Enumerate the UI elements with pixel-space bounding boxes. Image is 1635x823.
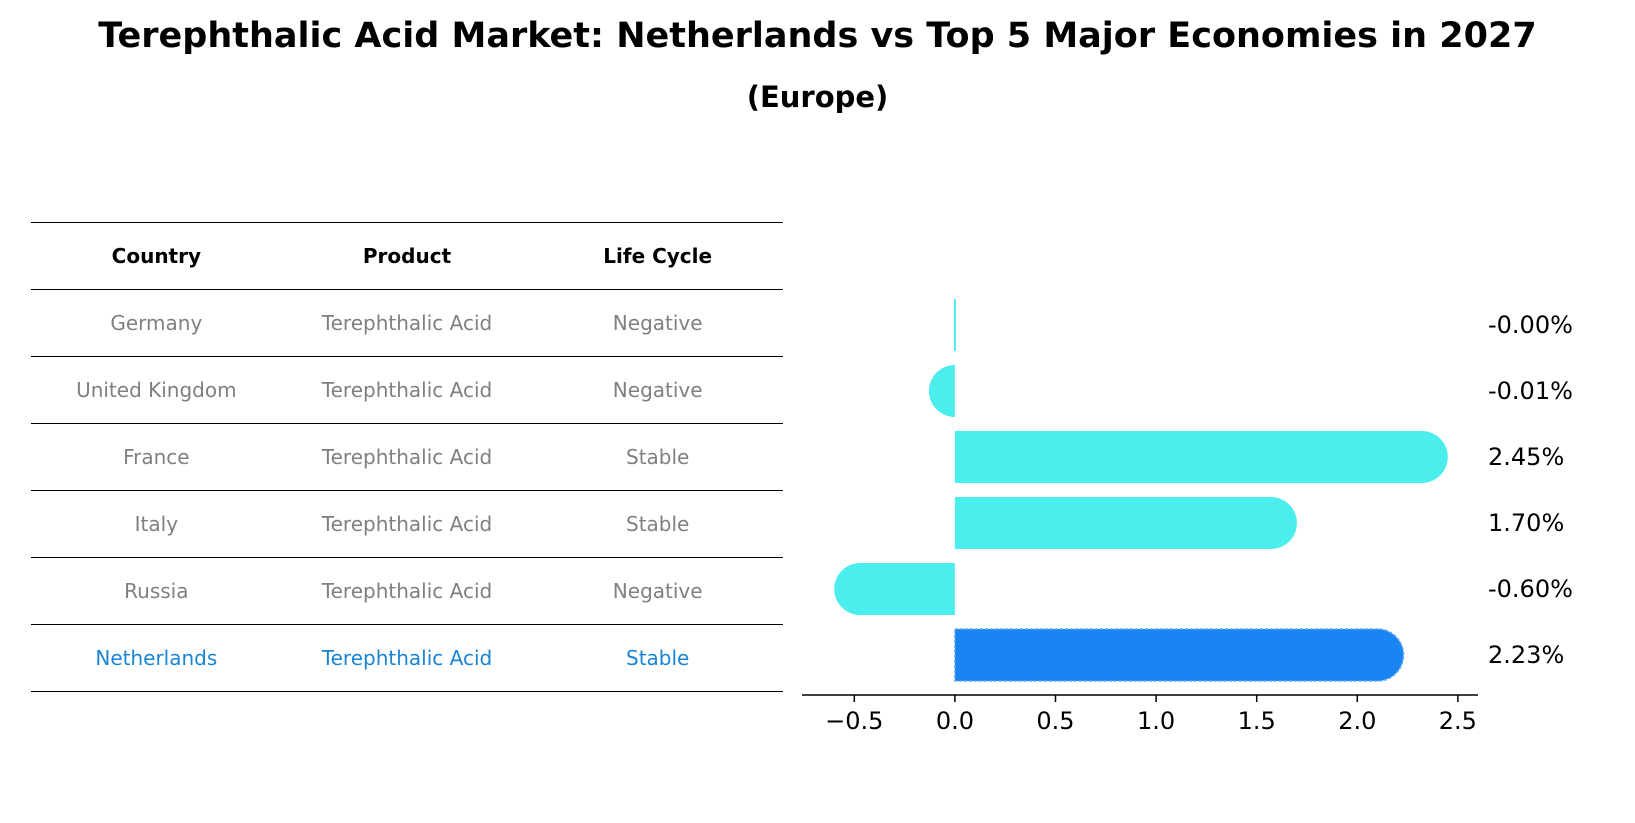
data-label: -0.00%	[1488, 311, 1573, 339]
header-product: Product	[362, 244, 452, 268]
cell-product: Terephthalic Acid	[321, 646, 493, 670]
table-row: Germany Terephthalic Acid Negative	[31, 289, 783, 356]
cell-life-cycle: Negative	[612, 579, 703, 603]
table-row: France Terephthalic Acid Stable	[31, 423, 783, 490]
data-label: 2.45%	[1488, 443, 1564, 471]
x-tick-label: 2.5	[1439, 707, 1477, 735]
bar-germany	[953, 299, 956, 351]
cell-life-cycle: Stable	[626, 445, 690, 469]
chart-title: Terephthalic Acid Market: Netherlands vs…	[98, 16, 1537, 56]
data-table: Country Product Life Cycle Germany Terep…	[31, 222, 783, 692]
cell-product: Terephthalic Acid	[321, 512, 493, 536]
table-header-row: Country Product Life Cycle	[31, 222, 783, 289]
cell-product: Terephthalic Acid	[321, 579, 493, 603]
chart-subtitle: (Europe)	[746, 80, 889, 114]
header-life-cycle: Life Cycle	[603, 244, 713, 268]
bar-netherlands	[954, 628, 1405, 682]
cell-country: Russia	[124, 579, 189, 603]
x-tick-label: 0.5	[1036, 707, 1074, 735]
table-row: Russia Terephthalic Acid Negative	[31, 557, 783, 624]
cell-product: Terephthalic Acid	[321, 378, 493, 402]
cell-country: Germany	[110, 311, 203, 335]
cell-life-cycle: Stable	[626, 646, 690, 670]
table-row: Italy Terephthalic Acid Stable	[31, 490, 783, 557]
bar-italy	[954, 497, 1297, 549]
data-label: -0.01%	[1488, 377, 1573, 405]
table-row-highlighted: Netherlands Terephthalic Acid Stable	[31, 624, 783, 692]
cell-country: United Kingdom	[76, 378, 237, 402]
cell-product: Terephthalic Acid	[321, 445, 493, 469]
data-label: 1.70%	[1488, 509, 1564, 537]
cell-country: France	[123, 445, 190, 469]
data-label: 2.23%	[1488, 641, 1564, 669]
bar-russia	[834, 563, 955, 615]
bar-united-kingdom	[928, 365, 955, 417]
cell-product: Terephthalic Acid	[321, 311, 493, 335]
cell-life-cycle: Stable	[626, 512, 690, 536]
header-country: Country	[111, 244, 202, 268]
x-tick-label: 1.0	[1137, 707, 1175, 735]
x-tick-label: −0.5	[825, 707, 883, 735]
cell-country: Netherlands	[95, 646, 218, 670]
x-tick-label: 1.5	[1238, 707, 1276, 735]
cell-life-cycle: Negative	[612, 311, 703, 335]
x-tick-label: 2.0	[1338, 707, 1376, 735]
cell-country: Italy	[134, 512, 179, 536]
data-label: -0.60%	[1488, 575, 1573, 603]
cell-life-cycle: Negative	[612, 378, 703, 402]
table-row: United Kingdom Terephthalic Acid Negativ…	[31, 356, 783, 423]
bar-france	[954, 431, 1448, 483]
x-tick-label: 0.0	[936, 707, 974, 735]
